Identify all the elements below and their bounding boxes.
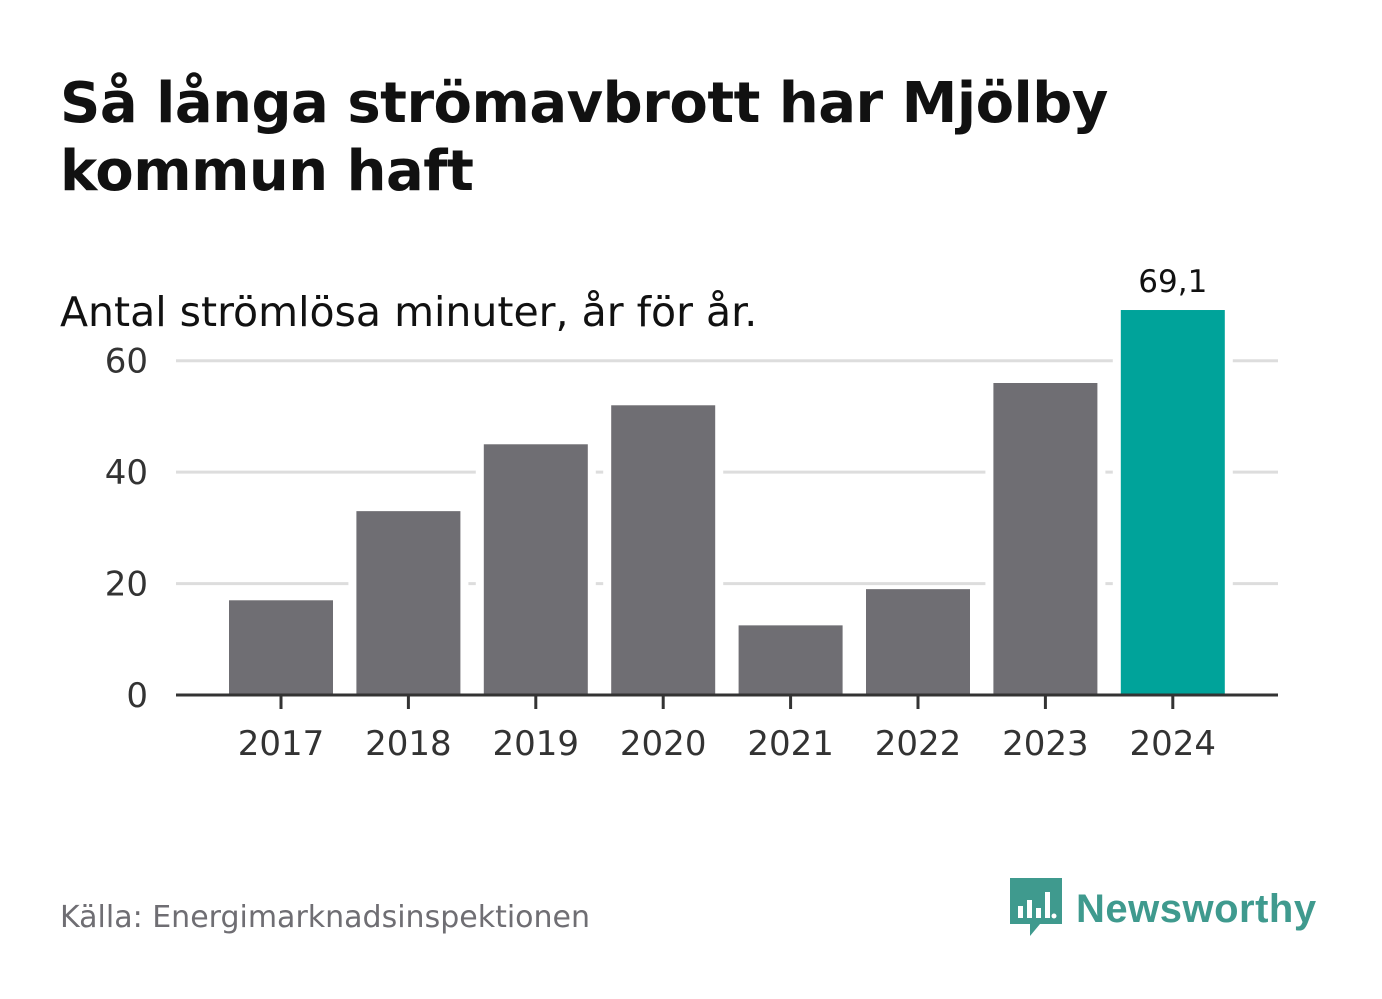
brand-logo: Newsworthy — [1010, 878, 1317, 940]
bar-2018 — [356, 511, 461, 695]
x-tick-label-2023: 2023 — [1002, 724, 1089, 764]
bar-2024 — [1120, 310, 1225, 695]
bar-2020 — [611, 405, 716, 695]
chart-title: Så långa strömavbrott har Mjölby kommun … — [60, 71, 1108, 204]
data-label-2024: 69,1 — [1138, 264, 1207, 300]
bar-2023 — [993, 383, 1098, 695]
bar-2019 — [483, 444, 588, 695]
source-note: Källa: Energimarknadsinspektionen — [60, 900, 591, 935]
y-tick-label-40: 40 — [105, 453, 148, 493]
x-tick-label-2021: 2021 — [747, 724, 834, 764]
bar-2021 — [738, 625, 843, 695]
newsworthy-chart-bubble-icon — [1010, 878, 1062, 936]
x-tick-label-2019: 2019 — [493, 724, 580, 764]
x-tick-label-2018: 2018 — [365, 724, 452, 764]
chart-subtitle: Antal strömlösa minuter, år för år. — [60, 288, 758, 336]
x-tick-label-2024: 2024 — [1130, 724, 1217, 764]
bar-2022 — [866, 589, 970, 695]
y-tick-label-20: 20 — [105, 565, 148, 605]
bar-2017 — [229, 600, 333, 695]
x-tick-label-2022: 2022 — [875, 724, 962, 764]
x-tick-label-2017: 2017 — [238, 724, 325, 764]
y-tick-label-0: 0 — [126, 676, 148, 716]
brand-name: Newsworthy — [1076, 886, 1317, 931]
y-tick-label-60: 60 — [105, 342, 148, 382]
x-tick-label-2020: 2020 — [620, 724, 707, 764]
